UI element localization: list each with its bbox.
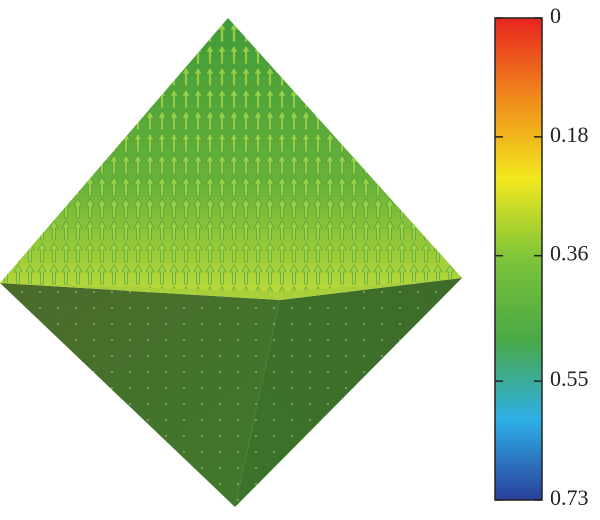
tick-label: 0 xyxy=(550,3,561,28)
tick-label: 0.18 xyxy=(550,122,589,147)
tick-label: 0.36 xyxy=(550,241,589,266)
pyramid xyxy=(0,18,462,507)
tick-label: 0.73 xyxy=(550,485,589,510)
colorbar: 0 0.18 0.36 0.55 0.73 xyxy=(494,3,589,510)
tick-label: 0.55 xyxy=(550,366,589,391)
colorbar-scale xyxy=(494,17,543,501)
vector-arrows xyxy=(0,18,462,292)
lower-dots xyxy=(0,278,462,507)
